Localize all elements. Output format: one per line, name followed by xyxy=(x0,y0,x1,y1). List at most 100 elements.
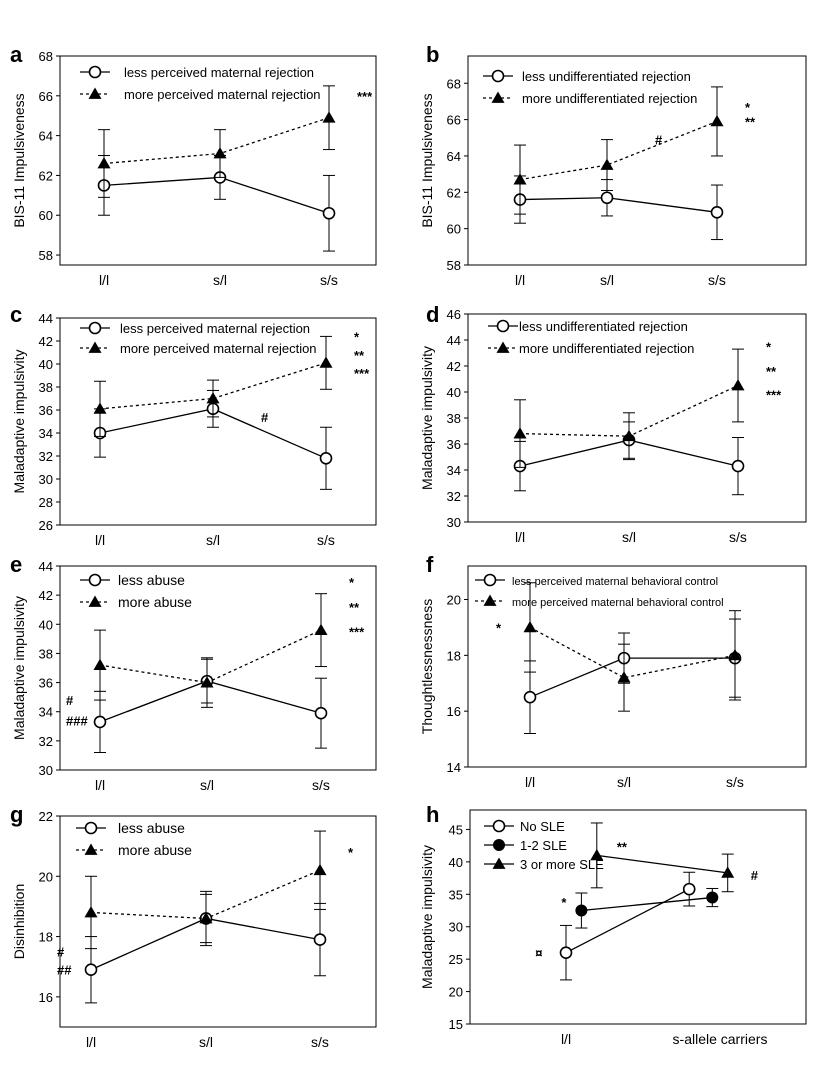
x-tick-label: l/l xyxy=(515,529,525,545)
x-tick-label: s/l xyxy=(199,1034,213,1050)
data-point xyxy=(199,911,213,924)
data-point xyxy=(97,156,111,169)
significance-marker: *** xyxy=(357,89,373,104)
legend-marker xyxy=(88,65,102,79)
data-point xyxy=(84,963,98,977)
significance-marker: ** xyxy=(766,364,777,379)
y-tick-label: 34 xyxy=(39,426,53,441)
y-tick-label: 34 xyxy=(447,463,461,478)
legend-entry: less abuse xyxy=(76,820,185,836)
legend-label: less perceived maternal rejection xyxy=(120,321,310,336)
significance-marker: * xyxy=(354,329,360,344)
data-point xyxy=(206,392,220,404)
legend-marker xyxy=(492,857,506,869)
data-point xyxy=(319,451,333,465)
legend-label: less perceived maternal behavioral contr… xyxy=(512,576,718,588)
panel-g: g Disinhibition 16 18 20 22 l/l s/l s/s less abus… xyxy=(10,802,377,1050)
legend-marker xyxy=(84,843,98,855)
series-line xyxy=(581,896,713,912)
legend-label: more perceived maternal rejection xyxy=(124,87,321,102)
x-tick-label: s/s xyxy=(726,774,744,790)
legend-label: more abuse xyxy=(118,842,192,858)
panel-h: h Maladaptive impulsivity 15 20 25 30 35 40 45 l/… xyxy=(419,802,807,1047)
legend-marker xyxy=(493,839,505,851)
legend-entry: more abuse xyxy=(80,594,192,610)
legend-marker xyxy=(84,821,98,835)
plot-frame xyxy=(59,565,377,771)
panel-d: d Maladaptive impulsivity 30 32 34 36 38 40 42 44… xyxy=(419,302,807,545)
y-tick-label: 42 xyxy=(39,334,53,349)
significance-marker: ## xyxy=(57,963,72,978)
legend-entry: 1-2 SLE xyxy=(484,838,567,853)
legend-entry: more perceived maternal rejection xyxy=(80,87,321,102)
y-axis-label: Maladaptive impulsivity xyxy=(419,346,435,490)
legend-label: less perceived maternal rejection xyxy=(124,65,314,80)
series-1 xyxy=(513,86,724,215)
x-tick-label: s/s xyxy=(320,272,338,288)
y-tick-label: 44 xyxy=(39,559,53,574)
panel-e: e Maladaptive impulsivity 30 32 34 36 38 40 42 44… xyxy=(10,552,377,793)
y-tick-label: 62 xyxy=(39,168,53,183)
series-1 xyxy=(97,85,336,198)
x-tick-label: l/l xyxy=(95,532,105,548)
y-tick-label: 30 xyxy=(39,472,53,487)
y-tick-label: 20 xyxy=(449,985,463,1000)
y-tick-label: 20 xyxy=(39,869,53,884)
legend-label: more perceived maternal behavioral contr… xyxy=(512,597,724,609)
x-tick-label: s/l xyxy=(600,272,614,288)
y-tick-label: 38 xyxy=(39,380,53,395)
y-tick-label: 14 xyxy=(447,760,461,775)
y-tick-label: 64 xyxy=(39,129,53,144)
legend-label: less abuse xyxy=(118,572,185,588)
legend-marker xyxy=(492,819,506,833)
data-point xyxy=(617,671,631,683)
legend-entry: less undifferentiated rejection xyxy=(488,319,688,334)
y-tick-label: 64 xyxy=(447,149,461,164)
legend-label: more undifferentiated rejection xyxy=(522,91,697,106)
data-point xyxy=(559,946,573,959)
legend-label: 3 or more SLE xyxy=(520,857,604,872)
legend-entry: more undifferentiated rejection xyxy=(483,91,697,106)
x-tick-label: s/s xyxy=(311,1034,329,1050)
legend-marker xyxy=(88,87,102,99)
legend-label: less undifferentiated rejection xyxy=(522,69,691,84)
data-point xyxy=(314,623,328,635)
significance-marker: * xyxy=(496,620,502,635)
legend-entry: more undifferentiated rejection xyxy=(488,341,694,356)
legend-label: more abuse xyxy=(118,594,192,610)
x-tick-label: l/l xyxy=(86,1034,96,1050)
data-point xyxy=(706,891,719,904)
x-tick-label: s/l xyxy=(622,529,636,545)
significance-marker: ### xyxy=(66,713,88,728)
y-axis-label: Disinhibition xyxy=(11,884,27,959)
data-point xyxy=(93,402,107,414)
plot-frame xyxy=(59,815,377,1028)
x-tick-label: s/l xyxy=(206,532,220,548)
series-line xyxy=(519,197,718,213)
y-tick-label: 68 xyxy=(447,76,461,91)
y-axis-label: Thoughtlessnessness xyxy=(419,599,435,734)
significance-marker: # xyxy=(57,945,65,960)
series-0 xyxy=(93,658,328,754)
x-tick-label: s/s xyxy=(312,777,330,793)
y-tick-label: 30 xyxy=(449,920,463,935)
panel-label: f xyxy=(426,552,434,577)
significance-marker: *** xyxy=(349,625,365,640)
series-0 xyxy=(97,155,336,252)
legend-marker xyxy=(483,573,497,587)
y-axis-label: BIS-11 Impulsiveness xyxy=(419,93,435,227)
y-tick-label: 15 xyxy=(449,1017,463,1032)
legend-label: No SLE xyxy=(520,819,565,834)
significance-marker: ** xyxy=(349,600,360,615)
legend-entry: less perceived maternal behavioral contr… xyxy=(475,573,718,588)
y-tick-label: 34 xyxy=(39,705,53,720)
data-point xyxy=(322,111,336,123)
legend-marker xyxy=(496,341,510,353)
legend-marker xyxy=(491,91,505,103)
legend-entry: more perceived maternal rejection xyxy=(80,341,317,356)
data-point xyxy=(523,690,537,704)
legend-label: more undifferentiated rejection xyxy=(519,341,694,356)
legend-entry: more abuse xyxy=(76,842,192,858)
significance-marker: ¤ xyxy=(535,946,542,961)
